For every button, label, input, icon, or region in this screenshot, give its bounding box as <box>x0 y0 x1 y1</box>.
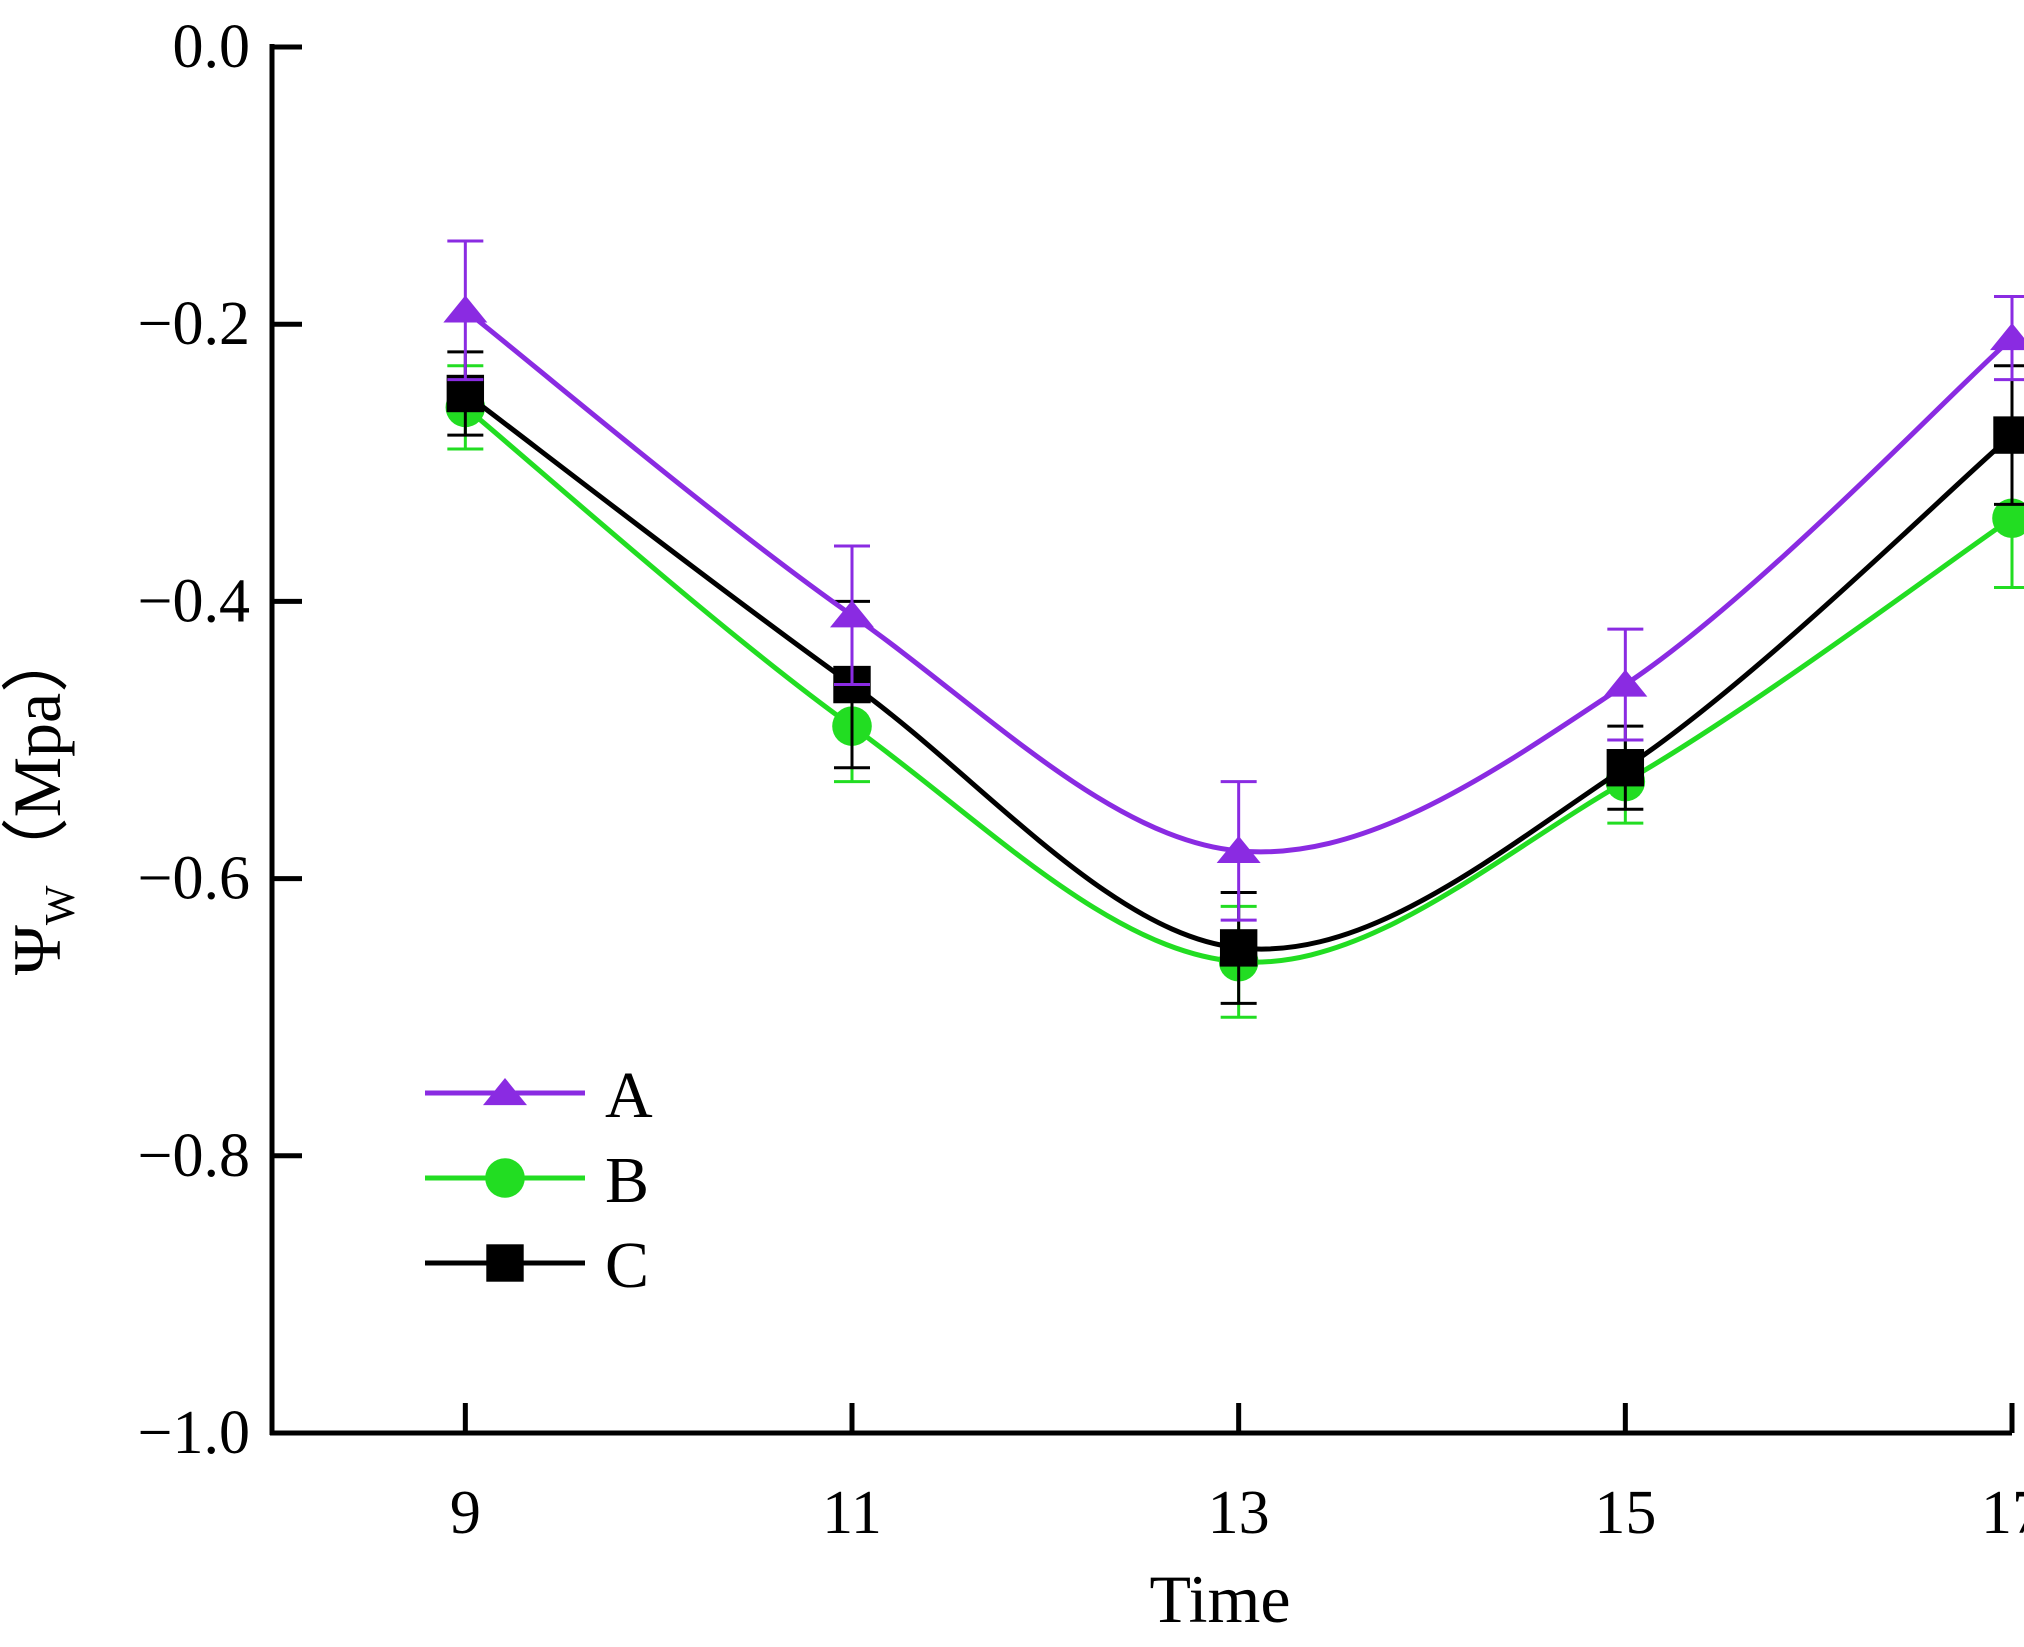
y-tick-label: −1.0 <box>138 1399 250 1467</box>
series-A <box>443 239 2024 922</box>
legend-item-B: B <box>425 1144 649 1217</box>
data-point <box>1990 323 2024 351</box>
data-point <box>1992 498 2024 539</box>
x-axis-ticks: 9 11 13 15 17 <box>450 1403 2024 1547</box>
y-tick-label: −0.8 <box>138 1122 250 1190</box>
legend-marker <box>485 1158 525 1198</box>
legend-marker <box>486 1244 524 1282</box>
legend: ABC <box>425 1059 653 1302</box>
legend-label: C <box>605 1229 649 1302</box>
x-tick-label: 11 <box>822 1479 882 1547</box>
x-tick-label: 13 <box>1208 1479 1270 1547</box>
y-tick-label: −0.4 <box>138 567 250 635</box>
data-point <box>1993 416 2024 454</box>
data-point <box>830 600 874 628</box>
data-point <box>1606 749 1645 787</box>
y-tick-label: −0.2 <box>138 290 250 358</box>
legend-label: A <box>605 1059 653 1132</box>
y-tick-label: −0.6 <box>138 845 250 913</box>
y-axis-title: ΨW（Mpa） <box>0 625 84 975</box>
series-line <box>463 308 2014 855</box>
y-axis-title-subscript: W <box>38 885 84 925</box>
legend-label: B <box>605 1144 649 1217</box>
data-point <box>1219 929 1258 967</box>
x-tick-label: 17 <box>1981 1479 2024 1547</box>
data-point <box>1216 835 1261 863</box>
x-axis-title: Time <box>1149 1561 1290 1637</box>
y-axis-title-symbol: Ψ <box>0 925 75 975</box>
series-layer <box>443 239 2024 1019</box>
data-point <box>1603 669 1648 697</box>
data-point <box>443 295 488 323</box>
x-tick-label: 15 <box>1594 1479 1656 1547</box>
legend-item-C: C <box>425 1229 649 1302</box>
legend-item-A: A <box>425 1059 653 1132</box>
axes <box>269 44 2012 1436</box>
legend-marker <box>483 1077 527 1106</box>
y-axis-title-unit: （Mpa） <box>0 625 75 886</box>
x-tick-label: 9 <box>450 1479 481 1547</box>
y-axis-ticks: 0.0 −0.2 −0.4 −0.6 −0.8 −1.0 <box>138 13 302 1467</box>
y-tick-label: 0.0 <box>173 13 251 81</box>
